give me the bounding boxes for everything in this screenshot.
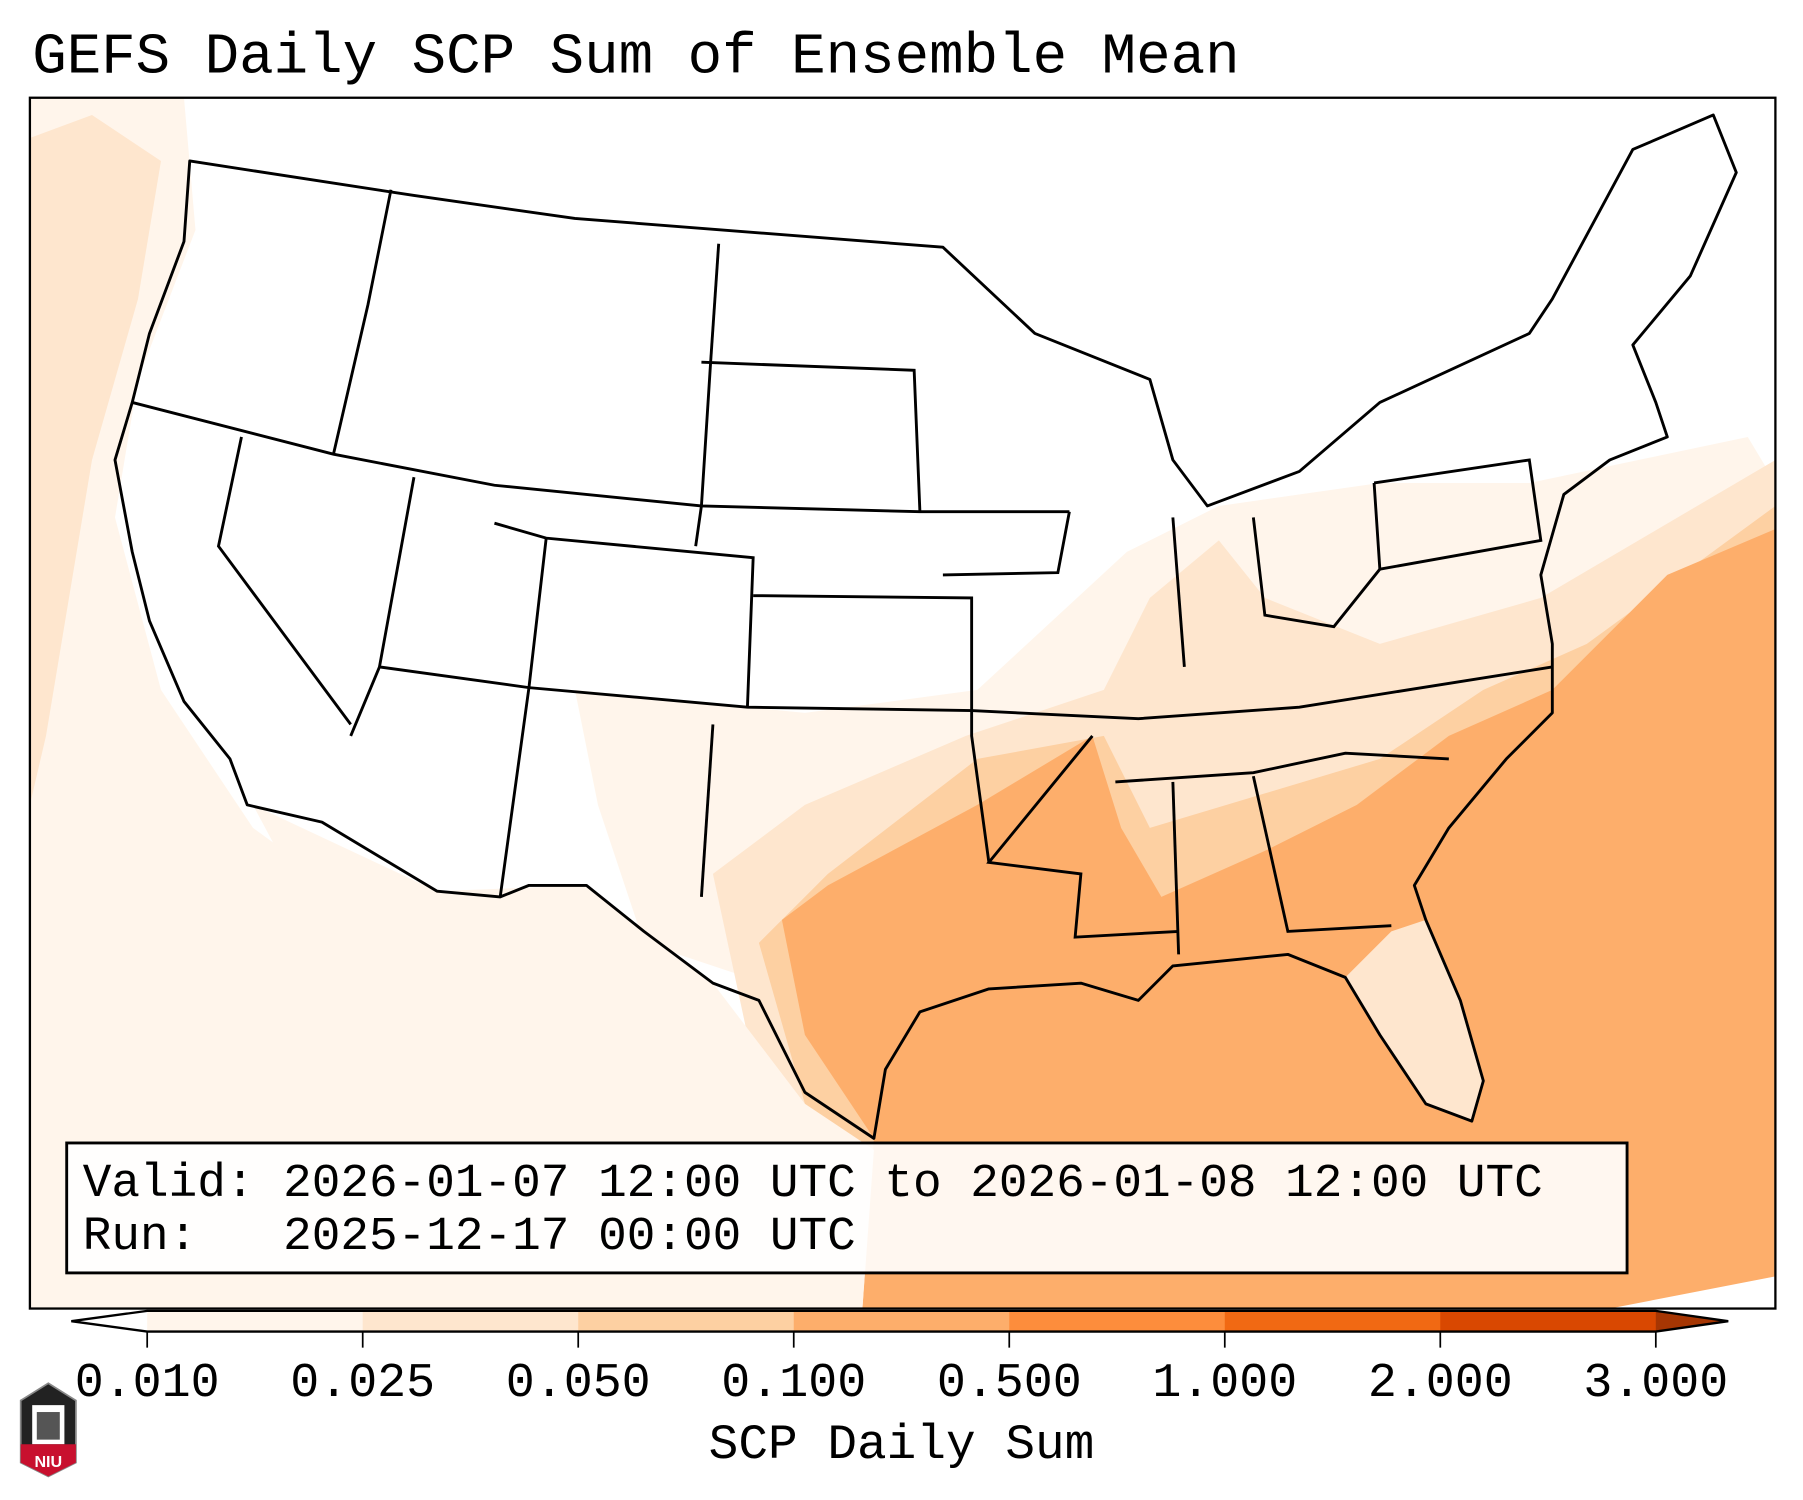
logo-text: NIU — [34, 1453, 62, 1471]
map-frame — [28, 96, 1777, 1310]
shade-gulf-high — [781, 528, 1776, 1309]
shade-pacific — [29, 97, 805, 1309]
colorbar-tick-label: 0.025 — [290, 1356, 435, 1411]
colorbar — [71, 1309, 1729, 1333]
colorbar-tick-label: 0.100 — [721, 1356, 866, 1411]
colorbar-tick-label: 0.010 — [75, 1356, 220, 1411]
valid-time-text: Valid: 2026-01-07 12:00 UTC to 2026-01-0… — [83, 1157, 1543, 1211]
colorbar-extend-max — [1655, 1310, 1729, 1332]
niu-logo: NIU — [19, 1382, 77, 1478]
shade-florida-land — [1345, 919, 1484, 1122]
colorbar-tick-label: 0.050 — [506, 1356, 651, 1411]
colorbar-segment — [147, 1310, 364, 1332]
state-boundaries — [131, 189, 1553, 955]
map-area: Valid: 2026-01-07 12:00 UTC to 2026-01-0… — [29, 97, 1776, 1309]
colorbar-extend-min — [71, 1310, 148, 1332]
map-title: GEFS Daily SCP Sum of Ensemble Mean — [32, 25, 1239, 90]
colorbar-segment — [578, 1310, 795, 1332]
shade-pacific-light — [29, 114, 161, 805]
colorbar-segment — [793, 1310, 1010, 1332]
colorbar-segment — [362, 1310, 579, 1332]
colorbar-ticks: 0.010 0.025 0.050 0.100 0.500 1.000 2.000 3.000 — [75, 1331, 1728, 1411]
info-box — [65, 1141, 1629, 1275]
colorbar-segment — [1224, 1310, 1441, 1332]
colorbar-tick-label: 2.000 — [1368, 1356, 1513, 1411]
colorbar-tick-label: 3.000 — [1583, 1356, 1728, 1411]
colorbar-segment — [1440, 1310, 1657, 1332]
colorbar-tick-label: 0.500 — [937, 1356, 1082, 1411]
colorbar-label: SCP Daily Sum — [709, 1417, 1095, 1473]
colorbar-segment — [1009, 1310, 1226, 1332]
us-coastline-border — [113, 113, 1738, 1140]
colorbar-tick-label: 1.000 — [1152, 1356, 1297, 1411]
run-time-text: Run: 2025-12-17 00:00 UTC — [83, 1210, 856, 1264]
